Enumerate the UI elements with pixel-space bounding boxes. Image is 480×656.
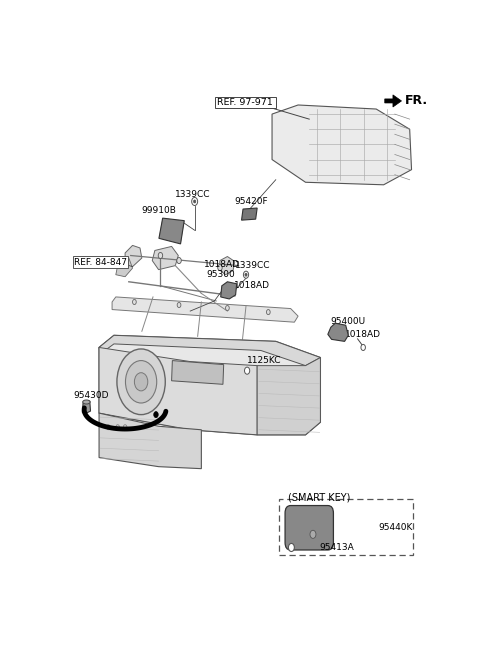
Polygon shape	[99, 335, 321, 435]
Polygon shape	[152, 247, 178, 270]
Text: REF. 84-847: REF. 84-847	[74, 258, 127, 266]
Polygon shape	[385, 95, 401, 107]
Circle shape	[117, 349, 165, 415]
Text: 95420F: 95420F	[234, 197, 268, 206]
Circle shape	[177, 258, 181, 264]
Circle shape	[245, 273, 247, 276]
FancyBboxPatch shape	[215, 97, 276, 108]
Circle shape	[361, 344, 365, 350]
Text: (SMART KEY): (SMART KEY)	[288, 492, 350, 502]
Circle shape	[218, 264, 222, 271]
Text: 1339CC: 1339CC	[235, 260, 270, 270]
Circle shape	[193, 200, 196, 203]
Circle shape	[266, 310, 270, 315]
Text: 1018AD: 1018AD	[234, 281, 270, 290]
Text: 99910B: 99910B	[141, 206, 176, 215]
Circle shape	[288, 543, 294, 552]
Polygon shape	[172, 361, 224, 384]
Polygon shape	[257, 358, 321, 435]
Circle shape	[226, 306, 229, 310]
Text: 1125KC: 1125KC	[247, 356, 282, 365]
Polygon shape	[272, 105, 411, 185]
Circle shape	[177, 302, 181, 308]
Circle shape	[192, 197, 198, 205]
Text: REF. 97-971: REF. 97-971	[217, 98, 273, 107]
Polygon shape	[99, 348, 257, 435]
FancyBboxPatch shape	[279, 499, 413, 554]
Text: 95440K: 95440K	[378, 523, 413, 532]
Text: 95430D: 95430D	[73, 391, 109, 400]
Polygon shape	[219, 256, 235, 275]
Polygon shape	[99, 413, 202, 468]
Circle shape	[158, 253, 163, 258]
Circle shape	[107, 424, 110, 430]
Polygon shape	[112, 297, 298, 322]
Circle shape	[134, 373, 148, 391]
Polygon shape	[99, 335, 321, 365]
Circle shape	[310, 530, 316, 539]
Text: 1339CC: 1339CC	[175, 190, 211, 199]
Circle shape	[132, 299, 136, 304]
Circle shape	[243, 271, 249, 278]
Text: 95413A: 95413A	[320, 543, 354, 552]
Circle shape	[125, 361, 156, 403]
Text: 1018AD: 1018AD	[345, 331, 381, 339]
Text: 95300: 95300	[206, 270, 235, 279]
Text: FR.: FR.	[405, 94, 428, 108]
Polygon shape	[221, 282, 237, 299]
Circle shape	[123, 424, 127, 430]
Circle shape	[244, 367, 250, 374]
Polygon shape	[241, 208, 257, 220]
Polygon shape	[116, 258, 132, 277]
Polygon shape	[328, 323, 348, 341]
Ellipse shape	[83, 400, 90, 404]
Text: 95400U: 95400U	[331, 318, 366, 326]
FancyBboxPatch shape	[285, 506, 334, 550]
Polygon shape	[83, 401, 91, 414]
Circle shape	[116, 424, 120, 430]
Polygon shape	[159, 218, 184, 244]
Circle shape	[154, 411, 158, 418]
Polygon shape	[125, 245, 142, 266]
Text: 1018AD: 1018AD	[204, 260, 240, 269]
